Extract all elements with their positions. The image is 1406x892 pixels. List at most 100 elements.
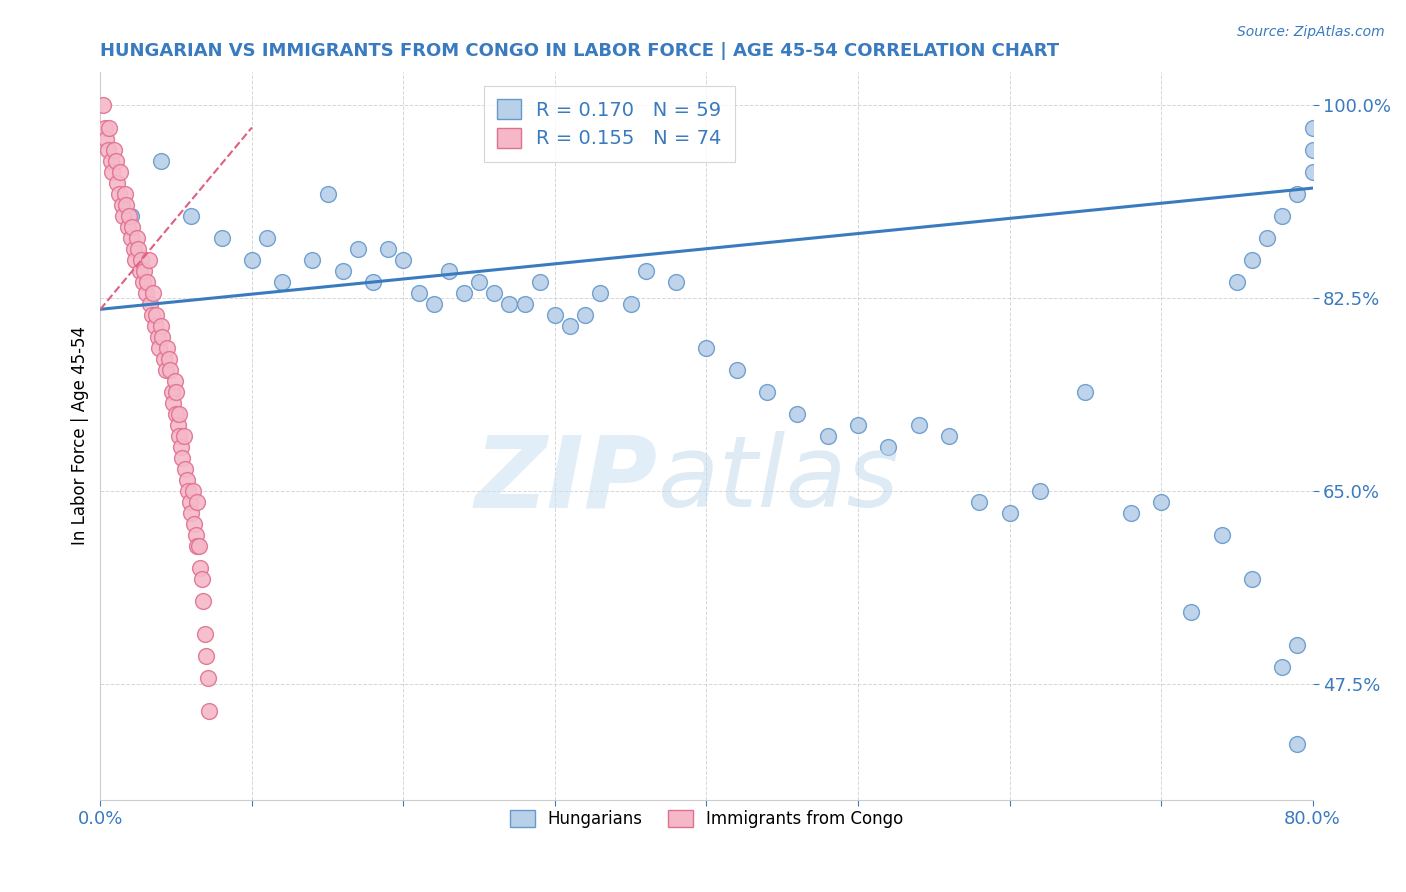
Point: [195, 649, 218, 664]
Point: [194, 627, 217, 641]
Point: [468, 275, 491, 289]
Point: [163, 374, 186, 388]
Point: [665, 275, 688, 289]
Point: [877, 440, 900, 454]
Point: [165, 407, 187, 421]
Point: [101, 164, 124, 178]
Point: [125, 230, 148, 244]
Point: [846, 417, 869, 432]
Point: [256, 230, 278, 244]
Point: [169, 440, 191, 454]
Point: [129, 252, 152, 267]
Point: [110, 197, 132, 211]
Point: [1226, 275, 1249, 289]
Point: [97, 143, 120, 157]
Point: [180, 209, 202, 223]
Point: [134, 264, 156, 278]
Point: [786, 407, 808, 421]
Y-axis label: In Labor Force | Age 45-54: In Labor Force | Age 45-54: [72, 326, 89, 546]
Point: [174, 462, 197, 476]
Point: [115, 197, 138, 211]
Point: [94, 120, 117, 135]
Point: [1302, 120, 1324, 135]
Point: [197, 671, 219, 685]
Point: [107, 186, 129, 201]
Point: [138, 252, 160, 267]
Text: ZIP: ZIP: [475, 431, 658, 528]
Point: [193, 594, 215, 608]
Point: [149, 318, 172, 333]
Point: [180, 506, 202, 520]
Point: [143, 318, 166, 333]
Point: [817, 429, 839, 443]
Point: [938, 429, 960, 443]
Point: [498, 297, 520, 311]
Point: [361, 275, 384, 289]
Point: [117, 219, 139, 234]
Point: [98, 120, 121, 135]
Point: [316, 186, 339, 201]
Point: [1286, 638, 1309, 652]
Point: [173, 429, 195, 443]
Point: [589, 285, 612, 300]
Point: [725, 363, 748, 377]
Point: [240, 252, 263, 267]
Point: [145, 308, 167, 322]
Point: [408, 285, 430, 300]
Point: [177, 484, 200, 499]
Point: [149, 153, 172, 168]
Point: [186, 495, 208, 509]
Point: [620, 297, 643, 311]
Point: [142, 285, 165, 300]
Point: [120, 230, 142, 244]
Point: [332, 264, 354, 278]
Point: [155, 363, 177, 377]
Point: [159, 363, 181, 377]
Point: [165, 384, 187, 399]
Point: [162, 396, 184, 410]
Point: [967, 495, 990, 509]
Point: [181, 484, 204, 499]
Point: [132, 275, 155, 289]
Point: [136, 275, 159, 289]
Point: [1074, 384, 1097, 399]
Point: [114, 186, 136, 201]
Point: [1286, 186, 1309, 201]
Point: [157, 351, 180, 366]
Point: [128, 264, 150, 278]
Point: [1240, 572, 1263, 586]
Point: [484, 285, 506, 300]
Point: [121, 219, 143, 234]
Point: [453, 285, 475, 300]
Point: [695, 341, 717, 355]
Point: [152, 330, 174, 344]
Point: [1240, 252, 1263, 267]
Point: [179, 495, 201, 509]
Point: [127, 242, 149, 256]
Point: [96, 131, 118, 145]
Point: [160, 384, 183, 399]
Legend: Hungarians, Immigrants from Congo: Hungarians, Immigrants from Congo: [503, 804, 910, 835]
Point: [1119, 506, 1142, 520]
Point: [392, 252, 415, 267]
Point: [105, 176, 128, 190]
Point: [156, 341, 179, 355]
Point: [100, 153, 122, 168]
Point: [198, 705, 221, 719]
Point: [153, 351, 176, 366]
Point: [907, 417, 929, 432]
Point: [124, 252, 146, 267]
Point: [103, 143, 125, 157]
Point: [187, 539, 209, 553]
Point: [104, 153, 127, 168]
Point: [141, 308, 163, 322]
Point: [301, 252, 323, 267]
Point: [513, 297, 536, 311]
Point: [1302, 143, 1324, 157]
Point: [172, 450, 194, 465]
Point: [112, 209, 135, 223]
Point: [167, 429, 190, 443]
Point: [184, 528, 207, 542]
Point: [998, 506, 1021, 520]
Point: [191, 572, 214, 586]
